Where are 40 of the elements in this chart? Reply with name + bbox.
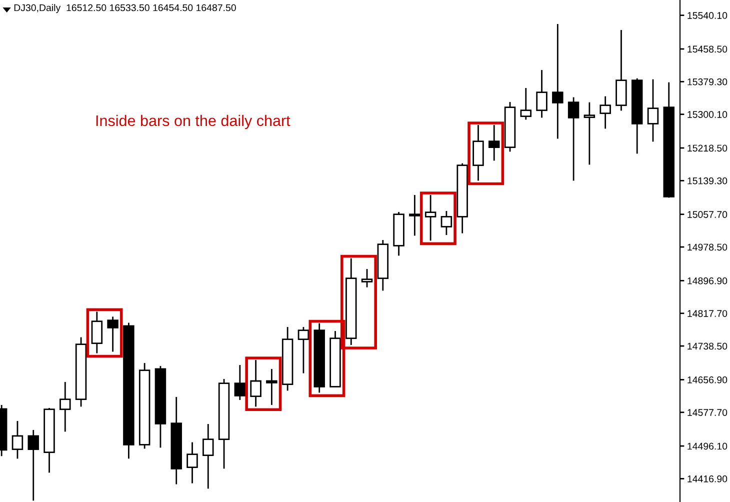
y-tick-label: 14496.10 [688,442,728,450]
candlestick [298,326,310,374]
y-tick-label: 14896.90 [688,277,728,284]
y-tick-label: 15540.10 [688,12,728,19]
y-tick-label: 15218.50 [688,144,728,152]
candlestick [202,423,214,490]
candlestick [186,442,198,484]
candlestick [234,364,246,401]
candlestick [488,124,500,162]
candlestick [91,310,103,354]
y-tick-label: 14978.50 [688,244,728,251]
y-tick-label: 15300.10 [688,111,728,118]
candlestick [600,96,611,130]
candlestick [60,381,71,432]
candlestick [12,420,24,460]
candlestick [266,368,278,406]
candlestick [647,78,659,142]
y-tick-label: 14738.50 [688,342,728,350]
annotation: Inside bars on the daily chart [96,114,290,130]
candlestick [361,268,373,288]
candlestick [440,210,452,236]
candlestick [250,359,262,408]
candlestick [409,194,420,236]
chart-title: DJ30,Daily 16512.50 16533.50 16454.50 16487.50 [14,4,236,14]
candlestick [552,23,564,140]
y-tick-label: 15458.50 [688,46,728,53]
y-tick-label: 14577.70 [688,409,728,416]
candlestick [424,194,436,242]
candlestick [536,69,548,118]
y-tick-label: 14656.90 [688,376,728,384]
candlestick [568,96,580,182]
y-tick-label: 14817.70 [688,310,728,317]
candlestick [520,87,532,120]
y-tick-label: 14416.90 [688,475,728,482]
y-tick-label: 15057.70 [688,211,728,218]
candlestick [28,429,39,502]
y-tick-label: 15139.30 [688,177,728,184]
y-tick-label: 15379.30 [688,78,728,86]
candlestick [584,102,596,166]
candlestick [107,316,118,352]
